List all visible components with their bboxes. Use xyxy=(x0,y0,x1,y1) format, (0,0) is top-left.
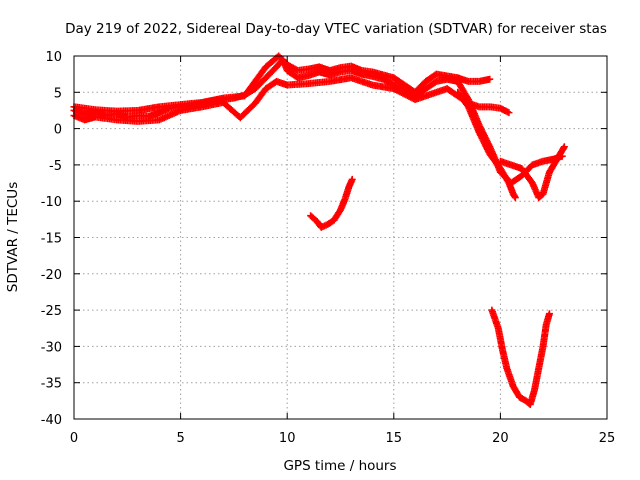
data-point xyxy=(545,310,553,318)
axis-ticks xyxy=(73,55,608,420)
chart-title: Day 219 of 2022, Sidereal Day-to-day VTE… xyxy=(65,21,607,37)
data-point xyxy=(486,75,494,83)
series-3 xyxy=(454,88,519,202)
y-tick-label: -40 xyxy=(41,413,62,428)
y-tick-label: -10 xyxy=(41,195,62,210)
data-point xyxy=(505,109,513,117)
x-tick-label: 20 xyxy=(492,431,509,446)
x-tick-label: 10 xyxy=(279,431,296,446)
y-tick-label: -15 xyxy=(41,232,62,247)
y-tick-labels: 10 5 0 -5 -10 -15 -20 -25 -30 -35 -40 xyxy=(41,50,62,428)
y-tick-label: -25 xyxy=(41,304,62,319)
y-tick-label: 10 xyxy=(45,50,62,65)
x-tick-label: 15 xyxy=(386,431,403,446)
series-6 xyxy=(488,306,553,408)
data-point xyxy=(511,194,519,202)
series-5 xyxy=(307,175,356,231)
y-tick-label: -5 xyxy=(49,159,62,174)
data-point xyxy=(560,143,568,151)
y-tick-label: 5 xyxy=(54,86,62,101)
data-point xyxy=(348,175,356,183)
grid-lines xyxy=(74,56,607,419)
y-tick-label: -30 xyxy=(41,340,62,355)
y-tick-label: -20 xyxy=(41,268,62,283)
series-1 xyxy=(70,52,494,115)
x-axis-label: GPS time / hours xyxy=(283,458,396,474)
series-4 xyxy=(496,143,568,202)
x-tick-label: 25 xyxy=(599,431,616,446)
plot-area xyxy=(70,52,568,408)
x-tick-labels: 0 5 10 15 20 25 xyxy=(70,431,615,446)
y-axis-label: SDTVAR / TECUs xyxy=(5,182,21,292)
x-tick-label: 5 xyxy=(176,431,184,446)
x-tick-label: 0 xyxy=(70,431,78,446)
y-tick-label: -35 xyxy=(41,377,62,392)
series-2 xyxy=(70,74,513,125)
y-tick-label: 0 xyxy=(54,123,62,138)
